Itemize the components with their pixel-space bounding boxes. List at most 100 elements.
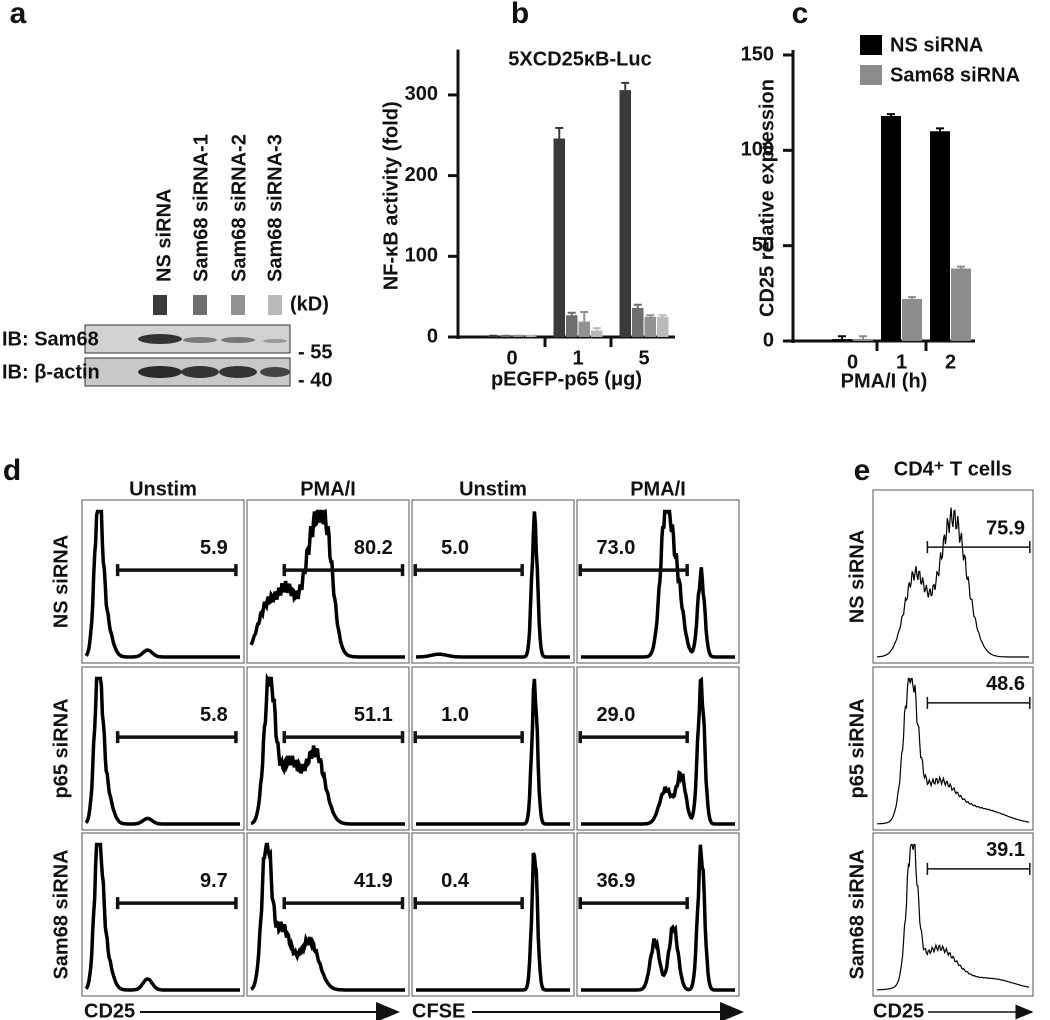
error-bar: [859, 335, 867, 341]
western-blot: [84, 295, 291, 387]
histogram-box: [246, 666, 410, 831]
histogram-box: [81, 499, 245, 664]
gate-value: 75.9: [986, 517, 1025, 539]
lane-label: NS siRNA: [153, 189, 175, 282]
histogram-box: [81, 666, 245, 831]
gate-value: 80.2: [354, 537, 393, 559]
blot-label: IB: Sam68: [2, 328, 99, 350]
column-header: PMA/I: [630, 478, 686, 500]
bar: [566, 315, 578, 337]
gate-value: 5.9: [200, 537, 228, 559]
error-bar: [658, 314, 667, 317]
error-bar: [887, 113, 895, 117]
histogram-curve: [416, 852, 570, 992]
bar: [951, 268, 971, 341]
gate-value: 36.9: [596, 870, 635, 892]
y-tick-label: 0: [763, 329, 774, 351]
error-bar: [633, 303, 642, 308]
panel-letter: d: [3, 454, 21, 487]
lane-label: Sam68 siRNA-2: [228, 134, 250, 282]
error-bar: [838, 335, 846, 340]
histogram-box: [246, 832, 410, 997]
error-bar: [567, 311, 576, 316]
x-axis-label: pEGFP-p65 (μg): [491, 368, 642, 390]
histogram-curve: [581, 844, 735, 992]
x-tick-label: 1: [896, 351, 907, 373]
column-header: Unstim: [459, 478, 527, 500]
y-axis-label: NF-κB activity (fold): [380, 101, 402, 290]
panel-letter: b: [511, 0, 529, 30]
histogram-box: [246, 499, 410, 664]
marker-label: - 40: [298, 369, 332, 391]
error-bar: [592, 327, 601, 331]
gate-value: 73.0: [596, 537, 635, 559]
row-label: Sam68 siRNA: [846, 849, 868, 979]
row-label: NS siRNA: [846, 530, 868, 623]
y-tick-label: 50: [752, 234, 774, 256]
legend-label: NS siRNA: [890, 34, 983, 56]
column-header: PMA/I: [300, 478, 356, 500]
bar: [930, 131, 950, 341]
axis-label: CD25: [84, 1000, 135, 1020]
gate-value: 9.7: [200, 870, 228, 892]
error-bar: [646, 314, 655, 317]
gate-value: 41.9: [354, 870, 393, 892]
gate: [413, 897, 524, 910]
axis-label: CD25: [873, 1000, 924, 1020]
blot-label: IB: β-actin: [2, 361, 100, 383]
bar: [644, 316, 656, 337]
gate: [413, 731, 524, 744]
gate: [926, 541, 1031, 554]
bar: [657, 316, 669, 337]
legend-label: Sam68 siRNA: [890, 64, 1020, 86]
histogram-box: [411, 499, 575, 664]
histogram-box: [411, 666, 575, 831]
histogram-box: [872, 489, 1034, 664]
histogram-curve: [581, 676, 735, 826]
histogram-curve: [877, 677, 1030, 825]
error-bar: [957, 265, 965, 269]
histogram-box: [872, 666, 1034, 831]
gate: [115, 897, 238, 910]
histogram-curve: [84, 676, 240, 826]
histogram-curve: [84, 509, 240, 659]
histogram-box: [576, 499, 740, 664]
error-bar: [621, 81, 630, 91]
x-tick-label: 5: [638, 347, 649, 369]
bar: [853, 340, 873, 341]
bar: [578, 321, 590, 337]
gate: [282, 731, 405, 744]
row-label: p65 siRNA: [846, 698, 868, 798]
bar: [881, 116, 901, 341]
gate-value: 51.1: [354, 704, 393, 726]
y-tick-label: 100: [741, 139, 774, 161]
bar: [619, 90, 631, 337]
histogram-curve: [416, 511, 570, 659]
marker-label: - 55: [298, 341, 332, 363]
gate: [115, 731, 238, 744]
x-tick-label: 0: [506, 347, 517, 369]
row-label: NS siRNA: [50, 535, 72, 628]
histogram-curve: [581, 509, 735, 659]
gate-value: 0.4: [441, 870, 470, 892]
histogram-box: [81, 832, 245, 997]
panel-letter: c: [792, 0, 809, 30]
gate-value: 5.8: [200, 704, 228, 726]
gate-value: 1.0: [441, 704, 469, 726]
x-axis-label: PMA/I (h): [841, 370, 928, 392]
error-bar: [908, 296, 916, 300]
y-tick-label: 150: [741, 43, 774, 65]
legend-swatch: [860, 65, 882, 85]
panel-letter: a: [10, 0, 27, 30]
histogram-curve: [84, 842, 240, 992]
histogram-curve: [877, 843, 1030, 991]
error-bar: [936, 127, 944, 132]
histogram-box: [872, 832, 1034, 997]
gate: [578, 564, 689, 577]
y-axis-label: CD25 relative expression: [756, 79, 778, 317]
gate: [926, 862, 1031, 875]
gate: [413, 564, 524, 577]
histogram-curve: [249, 508, 405, 659]
histogram-box: [576, 832, 740, 997]
